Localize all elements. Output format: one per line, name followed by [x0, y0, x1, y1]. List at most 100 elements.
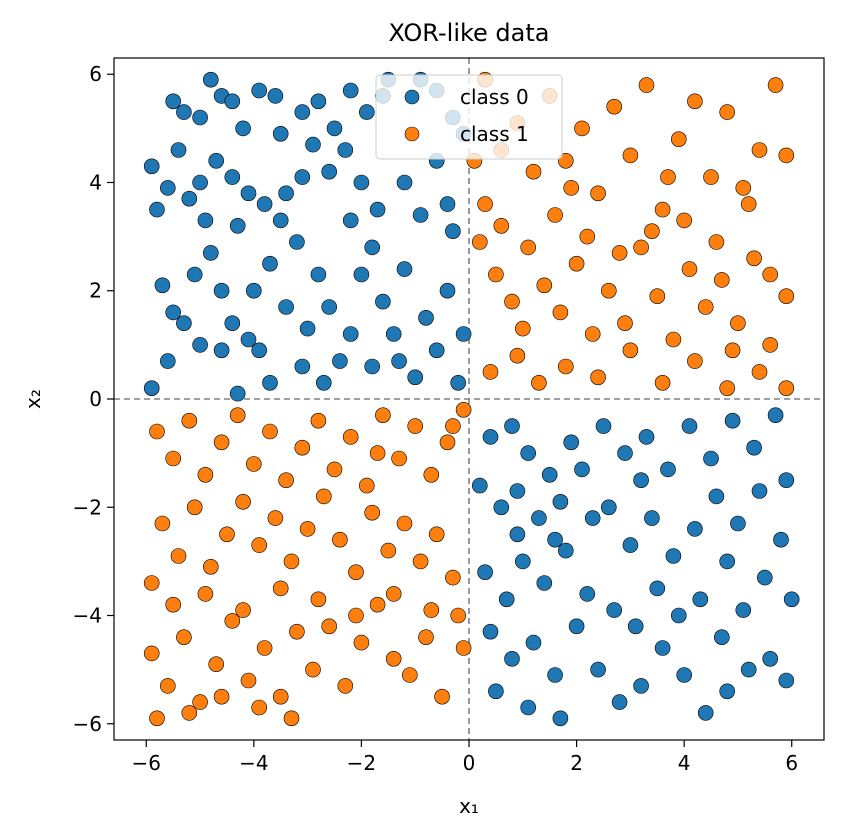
- data-point-class-0: [192, 109, 208, 126]
- data-point-class-1: [590, 185, 606, 202]
- data-point-class-1: [654, 374, 671, 391]
- data-point-class-1: [256, 640, 273, 656]
- data-point-class-1: [418, 629, 434, 646]
- data-point-class-0: [488, 683, 504, 700]
- data-point-class-1: [697, 299, 714, 315]
- data-point-class-0: [213, 282, 230, 299]
- data-point-class-1: [719, 104, 736, 120]
- data-point-class-1: [342, 429, 359, 445]
- data-point-class-0: [224, 93, 241, 110]
- data-point-class-0: [611, 694, 628, 710]
- data-point-class-0: [208, 153, 224, 169]
- data-point-class-1: [767, 77, 784, 93]
- data-point-class-1: [251, 537, 268, 553]
- data-point-class-0: [676, 667, 693, 683]
- data-point-class-1: [369, 445, 386, 461]
- data-point-class-0: [143, 158, 160, 175]
- data-point-class-1: [428, 526, 445, 543]
- data-point-class-0: [504, 418, 520, 434]
- data-point-class-0: [256, 196, 273, 212]
- data-point-class-0: [176, 315, 192, 332]
- data-point-class-0: [160, 353, 176, 369]
- data-point-class-0: [740, 661, 757, 678]
- data-point-class-0: [143, 380, 160, 397]
- data-point-class-0: [525, 634, 542, 651]
- y-tick-label: −2: [73, 495, 102, 519]
- data-point-class-1: [299, 521, 316, 537]
- data-point-class-0: [353, 174, 370, 191]
- data-point-class-0: [294, 169, 311, 185]
- data-point-class-0: [192, 174, 208, 191]
- data-point-class-1: [762, 337, 779, 353]
- data-point-class-0: [455, 326, 472, 342]
- data-point-class-1: [644, 223, 660, 239]
- chart-title: XOR-like data: [389, 19, 550, 47]
- data-point-class-1: [579, 228, 596, 245]
- data-point-class-0: [697, 705, 714, 721]
- data-point-class-0: [660, 461, 676, 478]
- data-point-class-1: [622, 147, 639, 164]
- data-point-class-0: [547, 667, 563, 683]
- data-point-class-1: [434, 688, 450, 705]
- data-point-class-1: [514, 320, 531, 337]
- data-point-class-1: [385, 650, 402, 667]
- data-point-class-1: [563, 180, 580, 196]
- data-point-class-0: [289, 234, 305, 250]
- data-point-class-1: [611, 245, 628, 261]
- data-point-class-0: [724, 412, 741, 429]
- data-point-class-0: [240, 185, 257, 202]
- data-point-class-0: [773, 531, 789, 548]
- data-point-class-1: [369, 596, 386, 613]
- data-point-class-1: [719, 380, 736, 397]
- data-point-class-1: [445, 569, 461, 586]
- data-point-class-0: [192, 337, 208, 353]
- data-point-class-1: [423, 466, 440, 483]
- data-point-class-0: [665, 548, 682, 564]
- data-point-class-1: [305, 661, 321, 678]
- data-point-class-1: [584, 326, 601, 342]
- data-point-class-1: [262, 423, 278, 440]
- data-point-class-1: [170, 548, 187, 564]
- data-point-class-1: [240, 672, 257, 689]
- data-point-class-0: [477, 564, 493, 581]
- data-point-class-0: [262, 255, 278, 272]
- data-point-class-1: [724, 342, 741, 359]
- y-tick-label: 2: [89, 279, 102, 303]
- data-point-class-1: [574, 120, 590, 137]
- data-point-class-1: [455, 401, 472, 418]
- data-point-class-0: [783, 591, 800, 608]
- data-point-class-1: [176, 629, 192, 646]
- data-point-class-0: [633, 678, 649, 694]
- data-point-class-1: [590, 369, 606, 386]
- data-point-class-0: [364, 358, 381, 375]
- data-point-class-1: [272, 688, 289, 705]
- data-point-class-0: [310, 266, 327, 283]
- data-point-class-0: [294, 358, 311, 375]
- data-point-class-0: [719, 553, 736, 570]
- data-point-class-0: [751, 483, 768, 499]
- data-point-class-0: [692, 591, 709, 608]
- data-point-class-1: [181, 705, 198, 721]
- data-point-class-0: [509, 526, 526, 543]
- data-point-class-1: [633, 239, 649, 256]
- data-point-class-0: [568, 618, 585, 635]
- data-point-class-1: [213, 434, 230, 451]
- data-point-class-0: [278, 185, 294, 202]
- data-point-class-1: [197, 466, 214, 483]
- data-point-class-0: [326, 120, 343, 137]
- data-point-class-0: [633, 472, 649, 489]
- data-point-class-1: [536, 277, 553, 294]
- data-point-class-1: [332, 531, 348, 548]
- data-point-class-1: [708, 234, 725, 250]
- data-point-class-0: [520, 445, 537, 461]
- data-point-class-0: [730, 515, 746, 532]
- data-point-class-0: [396, 174, 413, 191]
- data-point-class-1: [310, 591, 327, 608]
- x-tick-label: 0: [463, 751, 476, 775]
- data-point-class-1: [687, 93, 703, 110]
- data-point-class-0: [450, 374, 467, 391]
- data-point-class-0: [321, 299, 338, 315]
- data-point-class-0: [229, 218, 246, 234]
- data-point-class-1: [665, 331, 682, 348]
